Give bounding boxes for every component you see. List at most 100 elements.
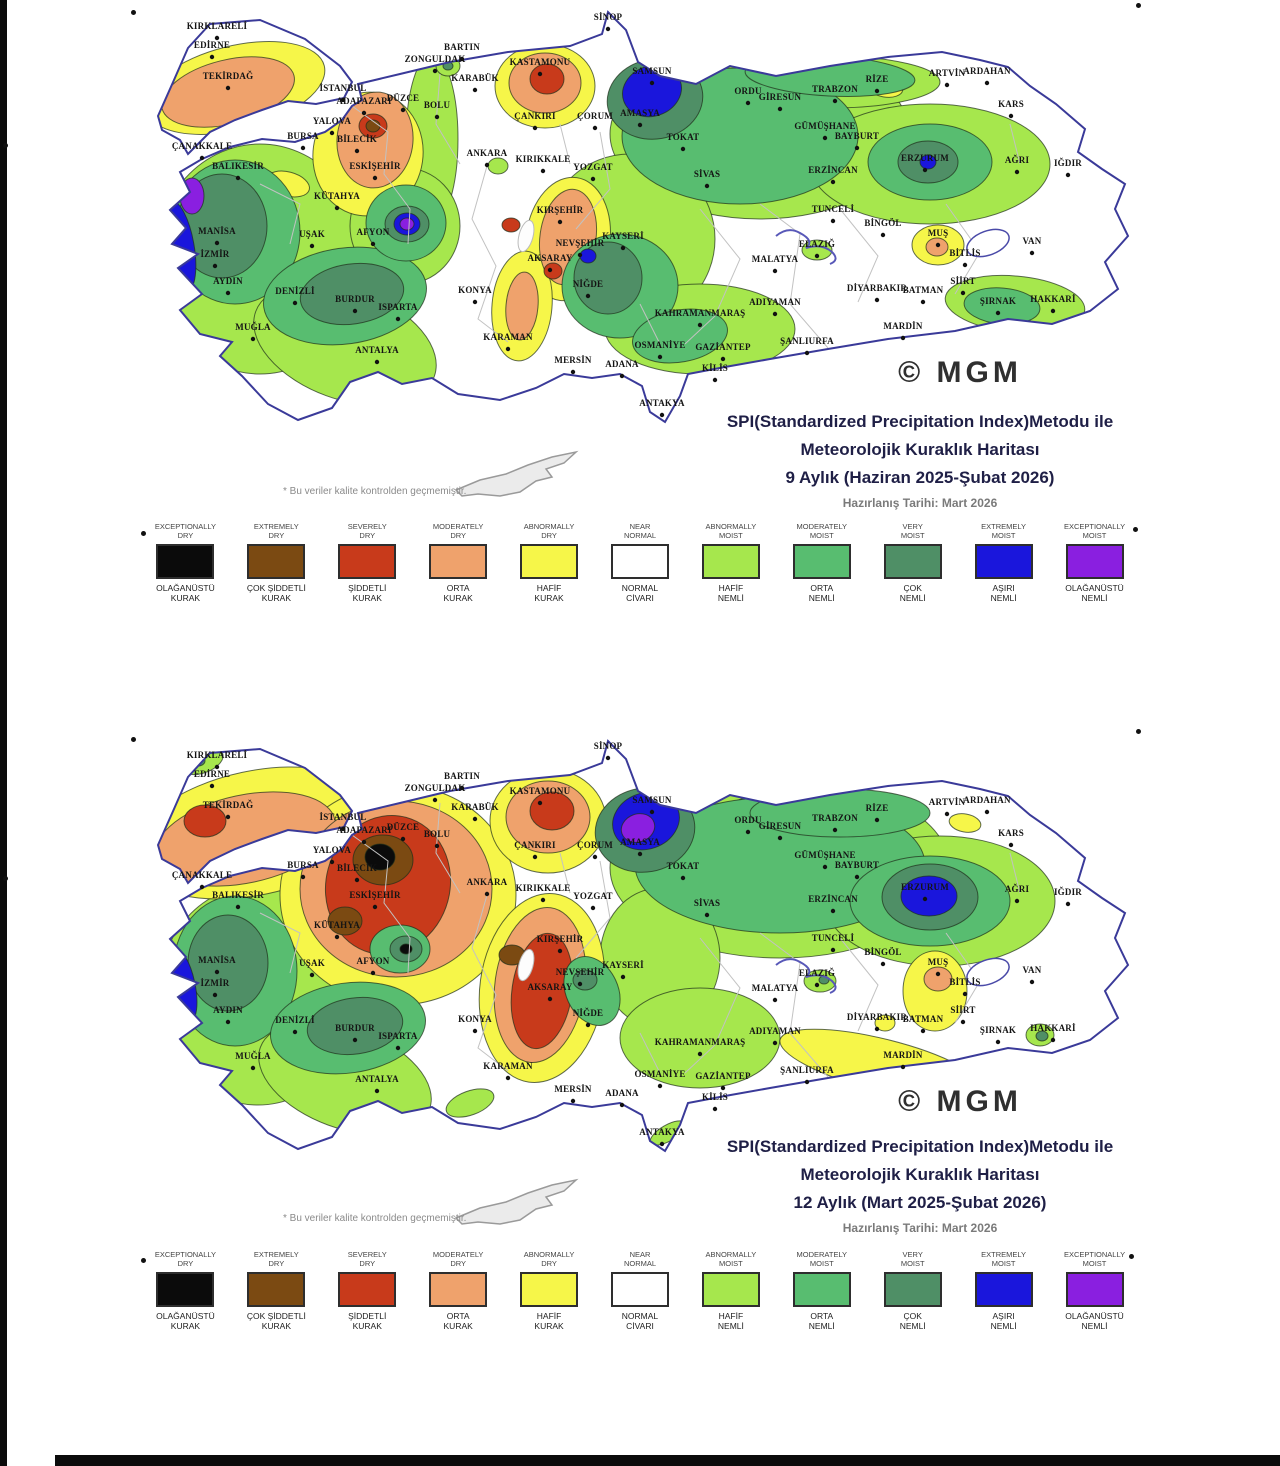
city-label: GİRESUN [759, 821, 802, 831]
legend-label-en: MODERATELY DRY [432, 522, 484, 540]
city-dot [720, 356, 726, 362]
city-label: MALATYA [752, 254, 799, 264]
city-label: OSMANİYE [634, 1069, 685, 1079]
city-dot [1065, 172, 1071, 178]
city-label: BARTIN [444, 42, 480, 52]
city-dot [209, 54, 215, 60]
turkey-drought-map-12month: KIRKLARELİ EDİRNE TEKİRDAĞ İSTANBUL SİNOP BAR… [156, 739, 1130, 1153]
map-title-line2: Meteorolojik Kuraklık Haritası [800, 1165, 1040, 1184]
legend-color-swatch [338, 1272, 397, 1307]
drought-regions [158, 41, 1086, 406]
city-dot [547, 267, 553, 273]
city-dot [830, 179, 836, 185]
city-label: ŞANLIURFA [780, 1065, 834, 1075]
city-label: NİĞDE [573, 279, 604, 289]
legend-label-en: EXCEPTIONALLY MOIST [1063, 1250, 1126, 1268]
drought-region [399, 217, 415, 231]
city-dot [832, 98, 838, 104]
city-label: MARDİN [883, 1050, 922, 1060]
city-label: AKSARAY [527, 253, 572, 263]
city-dot [372, 904, 378, 910]
prepared-date: Hazırlanış Tarihi: Mart 2026 [842, 496, 998, 510]
city-label: AYDIN [213, 1005, 243, 1015]
city-dot [745, 829, 751, 835]
city-label: KIRIKKALE [516, 154, 571, 164]
city-dot [505, 1075, 511, 1081]
city-label: TOKAT [667, 861, 700, 871]
city-label: ARTVİN [929, 797, 966, 807]
legend-label-en: EXCEPTIONALLY DRY [154, 1250, 217, 1268]
city-label: MUŞ [928, 228, 949, 238]
city-label: NİĞDE [573, 1008, 604, 1018]
legend-color-swatch [883, 1272, 942, 1307]
city-dot [434, 843, 440, 849]
province-border [471, 894, 509, 1072]
legend-label-en: MODERATELY MOIST [796, 522, 848, 540]
city-label: GAZİANTEP [695, 1071, 751, 1081]
legend-label-en: EXCEPTIONALLY MOIST [1063, 522, 1126, 540]
city-label: MANİSA [198, 226, 236, 236]
corner-dot [3, 876, 8, 881]
province-border [259, 183, 301, 245]
city-dot [619, 1102, 625, 1108]
city-dot [590, 905, 596, 911]
city-label: ANTAKYA [639, 1127, 685, 1137]
drought-region [399, 943, 413, 955]
city-dot [922, 896, 928, 902]
corner-dot [1136, 3, 1141, 8]
city-dot [874, 1026, 880, 1032]
city-dot [745, 100, 751, 106]
drought-region [923, 966, 953, 992]
corner-dot [141, 531, 146, 536]
city-label: SİİRT [950, 276, 975, 286]
city-label: IĞDIR [1054, 158, 1082, 168]
legend-label-tr: HAFİF NEMLİ [717, 583, 744, 603]
city-label: KÜTAHYA [314, 191, 360, 201]
province-border [684, 937, 741, 1074]
legend-item: ABNORMALLY DRY HAFİF KURAK [504, 522, 595, 603]
city-label: KAHRAMANMARAŞ [655, 308, 746, 318]
city-dot [1050, 308, 1056, 314]
city-dot [225, 1019, 231, 1025]
legend-color-swatch [610, 1272, 669, 1307]
city-dot [585, 1022, 591, 1028]
city-label: TRABZON [812, 813, 858, 823]
prepared-date: Hazırlanış Tarihi: Mart 2026 [842, 1221, 998, 1235]
city-dot [995, 310, 1001, 316]
province-border [435, 73, 461, 165]
legend-color-swatch [974, 544, 1033, 579]
city-dot [540, 897, 546, 903]
mgm-watermark: © MGM [898, 356, 1022, 389]
legend-color-swatch [156, 544, 215, 579]
corner-dot [3, 143, 8, 148]
city-label: KIRIKKALE [516, 883, 571, 893]
legend-label-tr: OLAĞANÜSTÜ NEMLİ [1065, 1311, 1124, 1331]
city-label: KAYSERİ [602, 960, 644, 970]
city-dot [854, 145, 860, 151]
legend-label-en: ABNORMALLY MOIST [705, 522, 757, 540]
city-label: MUŞ [928, 957, 949, 967]
drought-region [948, 813, 982, 833]
legend-label-en: EXTREMELY DRY [253, 522, 299, 540]
city-label: VAN [1023, 236, 1042, 246]
city-dot [777, 835, 783, 841]
city-dot [804, 350, 810, 356]
drought-region [543, 262, 563, 280]
city-label: AMASYA [620, 837, 660, 847]
city-dot [960, 1019, 966, 1025]
city-label: AFYON [357, 227, 390, 237]
legend-label-tr: ŞİDDETLİ KURAK [348, 1311, 387, 1331]
city-label: ORDU [734, 86, 762, 96]
city-dot [637, 851, 643, 857]
cyprus-shape [454, 1178, 579, 1225]
city-label: ERZİNCAN [808, 165, 858, 175]
city-label: KASTAMONU [510, 57, 571, 67]
city-label: ADANA [605, 359, 639, 369]
city-dot [984, 80, 990, 86]
city-dot [225, 85, 231, 91]
city-dot [532, 125, 538, 131]
legend-label-en: EXTREMELY MOIST [981, 1250, 1027, 1268]
city-dot [962, 991, 968, 997]
city-dot [309, 972, 315, 978]
city-label: MUĞLA [235, 1051, 271, 1061]
